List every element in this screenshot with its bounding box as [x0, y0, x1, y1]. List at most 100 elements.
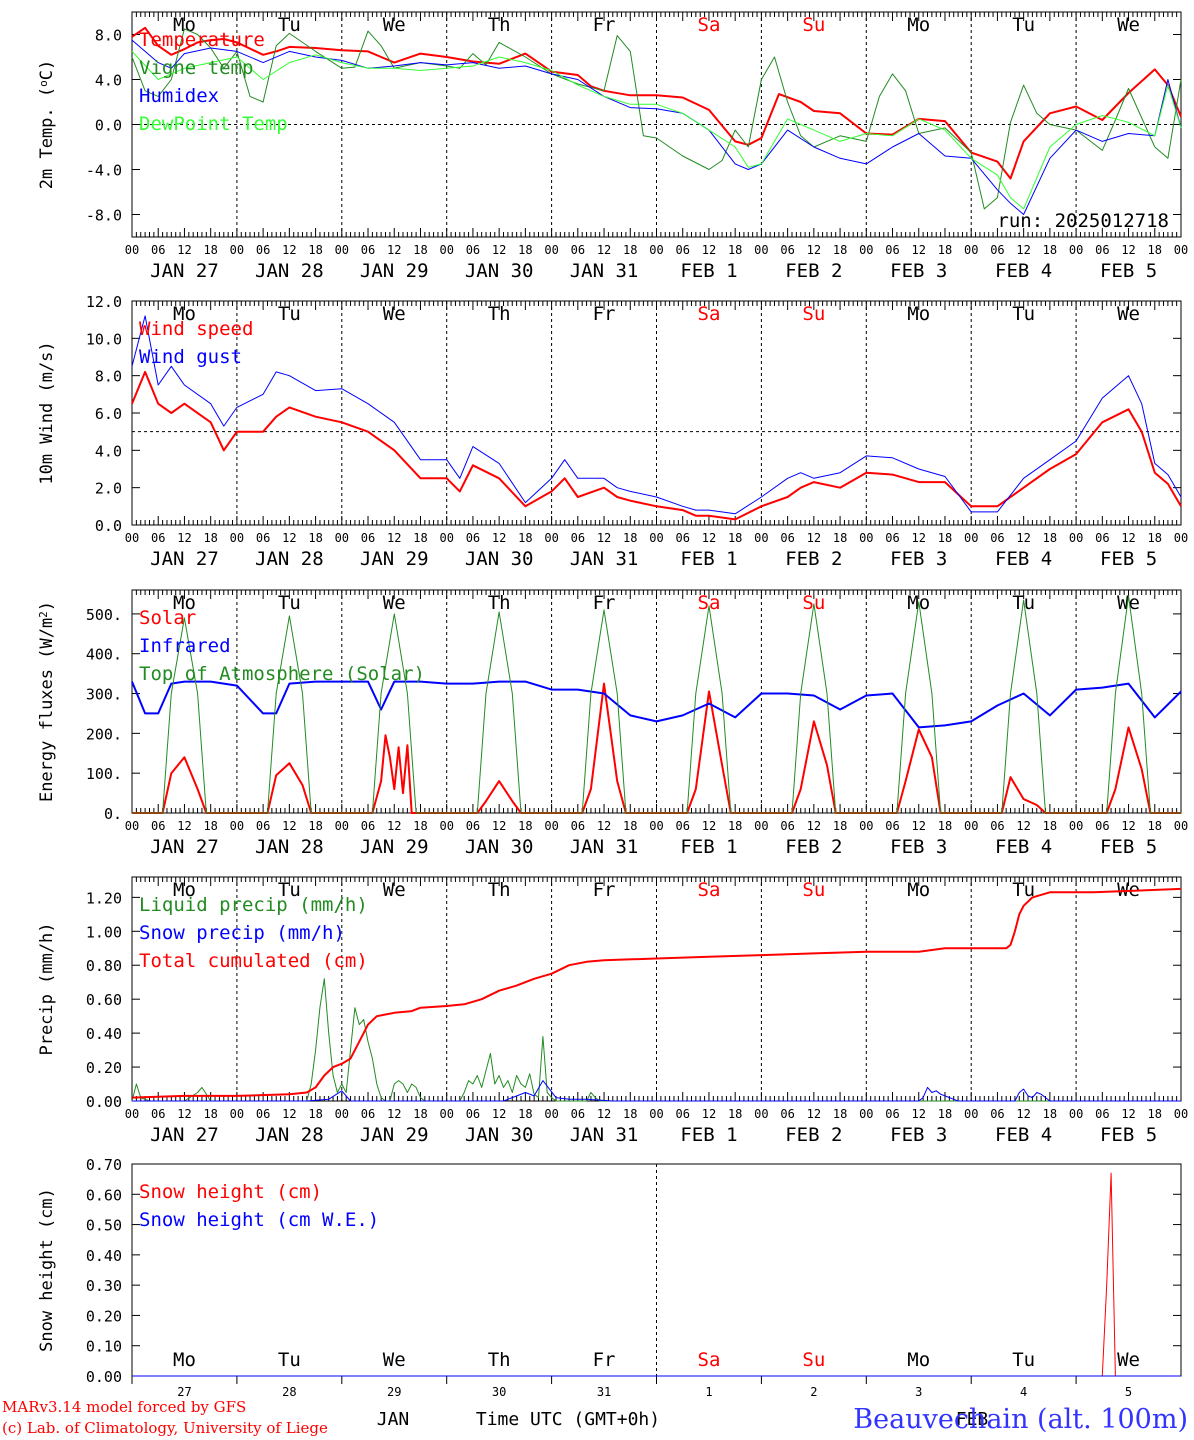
hour-label: 18 — [203, 1107, 217, 1121]
hour-label: 18 — [833, 819, 847, 833]
weekday-label: Tu — [278, 14, 301, 36]
hour-label: 18 — [413, 1107, 427, 1121]
hour-label: 00 — [1069, 1107, 1083, 1121]
hour-label: 00 — [335, 531, 349, 545]
series-line-top-of-atmosphere-solar — [132, 595, 1181, 814]
date-label: JAN 28 — [255, 260, 324, 282]
hour-label: 06 — [1095, 531, 1109, 545]
series-line-solar — [132, 682, 1181, 814]
series-line-wind-gust — [131, 315, 1182, 515]
weekday-label: We — [383, 14, 406, 36]
hour-label: 12 — [282, 243, 296, 257]
hour-label: 00 — [1174, 819, 1188, 833]
hour-label: 12 — [807, 243, 821, 257]
hour-label: 12 — [702, 819, 716, 833]
panel-2: 00 06 12 18 00 06 12 18 00 06 12 18 00 06 12 18 00 06 12 18… — [37, 293, 1188, 570]
weekday-label: Su — [802, 303, 825, 325]
date-label: JAN 31 — [570, 836, 639, 858]
hour-label: 00 — [964, 1107, 978, 1121]
hour-label: 06 — [466, 243, 480, 257]
hour-label: 18 — [1043, 819, 1057, 833]
hour-label: 18 — [203, 243, 217, 257]
date-label: JAN 29 — [360, 836, 429, 858]
date-label: FEB 5 — [1100, 1124, 1157, 1146]
y-tick-label: 0.20 — [86, 1059, 122, 1077]
hour-label: 06 — [361, 1107, 375, 1121]
weekday-label: We — [1117, 1349, 1140, 1371]
hour-label: 12 — [597, 819, 611, 833]
date-label: FEB 2 — [785, 548, 842, 570]
hour-label: 00 — [1069, 531, 1083, 545]
y-tick-label: 0.10 — [86, 1338, 122, 1356]
footer: MARv3.14 model forced by GFS (c) Lab. of… — [2, 1398, 1188, 1437]
hour-label: 06 — [256, 819, 270, 833]
hour-label: 18 — [938, 819, 952, 833]
weekday-label: Th — [488, 1349, 511, 1371]
hour-label: 18 — [413, 243, 427, 257]
panel-3: 00 06 12 18 00 06 12 18 00 06 12 18 00 06 12 18 00 06 12 18… — [37, 589, 1188, 858]
hour-label: 06 — [256, 531, 270, 545]
hour-label: 18 — [308, 1107, 322, 1121]
weekday-label: Mo — [907, 303, 930, 325]
y-tick-label: 0.70 — [86, 1156, 122, 1174]
legend-entry: Total cumulated (cm) — [139, 950, 368, 972]
weekday-label: We — [383, 303, 406, 325]
lab-credit: (c) Lab. of Climatology, University of L… — [2, 1419, 328, 1437]
hour-label: 18 — [203, 819, 217, 833]
hour-label: 00 — [1069, 819, 1083, 833]
date-label: FEB 1 — [680, 1124, 737, 1146]
hour-label: 12 — [912, 1107, 926, 1121]
weekday-label: Fr — [593, 14, 616, 36]
hour-label: 18 — [1148, 819, 1162, 833]
hour-label: 00 — [230, 1107, 244, 1121]
y-tick-label: 1.20 — [86, 889, 122, 907]
y-tick-label: 100. — [86, 765, 122, 783]
hour-label: 00 — [964, 819, 978, 833]
hour-label: 00 — [335, 243, 349, 257]
date-label: JAN 30 — [465, 548, 534, 570]
series-line-snow-precip-mm-h — [132, 1080, 1181, 1102]
hour-label: 00 — [230, 531, 244, 545]
hour-label: 06 — [990, 243, 1004, 257]
weekday-label: Mo — [907, 14, 930, 36]
hour-label: 06 — [571, 531, 585, 545]
y-tick-label: -8.0 — [86, 207, 122, 225]
hour-label: 18 — [413, 531, 427, 545]
weekday-label: Fr — [593, 879, 616, 901]
weekday-label: Th — [488, 14, 511, 36]
day-number: 31 — [597, 1385, 611, 1399]
hour-label: 06 — [151, 531, 165, 545]
series-line-wind-speed — [131, 370, 1182, 521]
weekday-label: Mo — [907, 1349, 930, 1371]
legend-entry: Liquid precip (mm/h) — [139, 894, 368, 916]
hour-label: 12 — [597, 243, 611, 257]
hour-label: 00 — [335, 1107, 349, 1121]
hour-label: 18 — [623, 531, 637, 545]
hour-label: 00 — [439, 1107, 453, 1121]
hour-label: 06 — [780, 243, 794, 257]
hour-label: 12 — [807, 531, 821, 545]
hour-label: 12 — [177, 819, 191, 833]
hour-label: 06 — [1095, 819, 1109, 833]
date-label: JAN 27 — [150, 548, 219, 570]
station-title: Beauvechain (alt. 100m) — [853, 1404, 1188, 1435]
y-tick-label: 0.00 — [86, 1368, 122, 1386]
weekday-label: Tu — [278, 879, 301, 901]
hour-label: 00 — [125, 531, 139, 545]
weekday-label: Sa — [698, 14, 721, 36]
y-tick-label: 0.40 — [86, 1025, 122, 1043]
y-tick-label: 400. — [86, 646, 122, 664]
hour-label: 12 — [807, 819, 821, 833]
hour-label: 18 — [728, 531, 742, 545]
weekday-label: Sa — [698, 879, 721, 901]
weekday-label: We — [1117, 303, 1140, 325]
hour-label: 00 — [125, 1107, 139, 1121]
y-tick-label: 8.0 — [95, 368, 122, 386]
date-label: JAN 27 — [150, 260, 219, 282]
date-label: FEB 4 — [995, 836, 1052, 858]
hour-label: 12 — [597, 531, 611, 545]
date-label: JAN 31 — [570, 1124, 639, 1146]
hour-label: 00 — [754, 243, 768, 257]
y-tick-label: 0.60 — [86, 1186, 122, 1204]
hour-label: 06 — [675, 1107, 689, 1121]
